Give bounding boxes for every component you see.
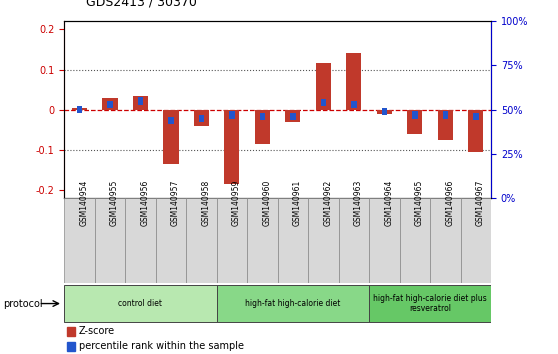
Text: control diet: control diet xyxy=(118,299,162,308)
Bar xyxy=(437,110,453,140)
Bar xyxy=(72,108,87,110)
Bar xyxy=(107,101,113,108)
Text: high-fat high-calorie diet plus
resveratrol: high-fat high-calorie diet plus resverat… xyxy=(373,294,487,313)
Bar xyxy=(468,110,483,152)
Bar xyxy=(102,98,118,110)
Text: protocol: protocol xyxy=(3,298,42,309)
Text: GSM140964: GSM140964 xyxy=(384,179,393,226)
Text: GDS2413 / 30370: GDS2413 / 30370 xyxy=(86,0,198,9)
Bar xyxy=(285,110,300,122)
Bar xyxy=(308,198,339,283)
Text: percentile rank within the sample: percentile rank within the sample xyxy=(79,342,244,352)
Bar xyxy=(186,198,217,283)
Bar xyxy=(316,63,331,110)
Bar xyxy=(259,113,265,120)
Bar xyxy=(95,198,125,283)
Bar xyxy=(229,112,234,119)
Bar xyxy=(339,198,369,283)
Bar xyxy=(321,99,326,106)
Text: GSM140963: GSM140963 xyxy=(354,179,363,226)
Bar xyxy=(217,198,247,283)
Bar xyxy=(369,198,400,283)
Text: GSM140955: GSM140955 xyxy=(110,179,119,226)
Text: GSM140965: GSM140965 xyxy=(415,179,424,226)
Bar xyxy=(168,117,174,124)
Bar xyxy=(64,285,217,322)
Text: high-fat high-calorie diet: high-fat high-calorie diet xyxy=(245,299,340,308)
Bar xyxy=(382,108,387,115)
Bar xyxy=(407,110,422,134)
Bar xyxy=(473,113,479,120)
Bar xyxy=(346,53,362,110)
Bar xyxy=(377,110,392,114)
Bar xyxy=(156,198,186,283)
Text: GSM140962: GSM140962 xyxy=(323,179,333,225)
Bar xyxy=(442,112,448,119)
Bar xyxy=(67,327,75,336)
Text: Z-score: Z-score xyxy=(79,326,116,336)
Bar xyxy=(224,110,239,184)
Text: GSM140960: GSM140960 xyxy=(262,179,271,226)
Bar xyxy=(412,112,417,119)
Bar xyxy=(430,198,460,283)
Bar xyxy=(138,97,143,104)
Bar xyxy=(278,198,308,283)
Bar xyxy=(125,198,156,283)
Text: GSM140954: GSM140954 xyxy=(79,179,88,226)
Bar xyxy=(247,198,277,283)
Text: GSM140959: GSM140959 xyxy=(232,179,241,226)
Text: GSM140956: GSM140956 xyxy=(141,179,150,226)
Bar xyxy=(76,106,82,113)
Text: GSM140966: GSM140966 xyxy=(445,179,454,226)
Bar xyxy=(133,97,148,110)
Bar xyxy=(64,198,95,283)
Bar xyxy=(290,113,296,120)
Text: GSM140961: GSM140961 xyxy=(293,179,302,225)
Text: GSM140957: GSM140957 xyxy=(171,179,180,226)
Text: GSM140967: GSM140967 xyxy=(476,179,485,226)
Bar xyxy=(217,285,369,322)
Bar xyxy=(255,110,270,144)
Bar xyxy=(400,198,430,283)
Text: GSM140958: GSM140958 xyxy=(201,179,210,225)
Bar xyxy=(369,285,491,322)
Bar xyxy=(351,101,357,108)
Bar xyxy=(199,115,204,122)
Bar xyxy=(163,110,179,164)
Bar xyxy=(67,342,75,351)
Bar xyxy=(460,198,491,283)
Bar xyxy=(194,110,209,126)
